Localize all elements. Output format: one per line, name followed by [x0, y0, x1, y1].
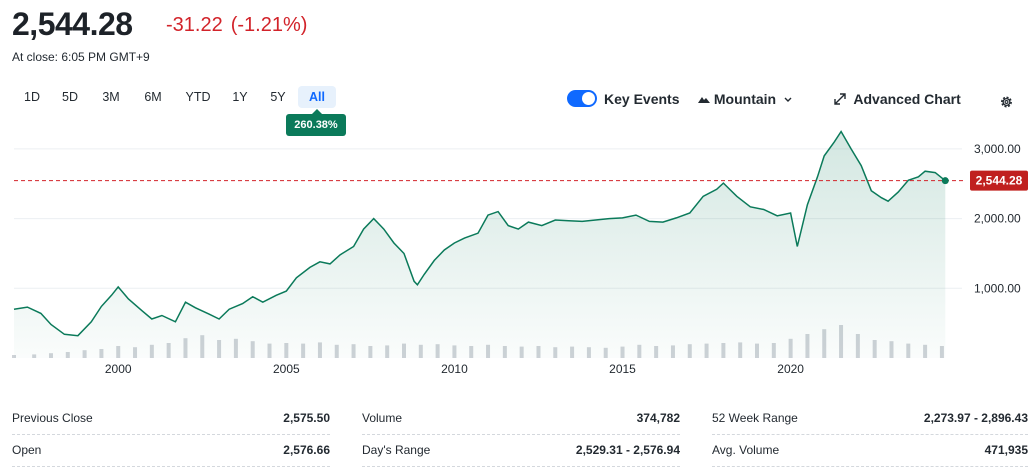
- price-area: [14, 131, 946, 358]
- price-change: -31.22 (-1.21%): [166, 14, 315, 37]
- range-ytd[interactable]: YTD: [185, 90, 211, 104]
- x-tick-label: 2020: [777, 362, 804, 376]
- advanced-chart-button[interactable]: Advanced Chart: [834, 88, 961, 110]
- x-tick-label: 2005: [273, 362, 300, 376]
- x-tick-label: 2015: [609, 362, 636, 376]
- chart-style-dropdown[interactable]: Mountain: [698, 88, 793, 110]
- stat-52-week-range: 52 Week Range 2,273.97 - 2,896.43: [712, 404, 1028, 435]
- stat-label: 52 Week Range: [712, 411, 798, 425]
- range-5y[interactable]: 5Y: [270, 90, 286, 104]
- stat-open: Open 2,576.66: [12, 436, 330, 467]
- last-price-badge: 2,544.28: [970, 170, 1028, 191]
- range-3m[interactable]: 3M: [102, 90, 120, 104]
- key-events-toggle[interactable]: [567, 90, 597, 107]
- close-time: At close: 6:05 PM GMT+9: [12, 50, 150, 64]
- stat-value: 2,273.97 - 2,896.43: [923, 411, 1028, 425]
- chevron-down-icon: [784, 97, 792, 102]
- gear-icon[interactable]: [999, 91, 1014, 113]
- last-price-badge-text: 2,544.28: [976, 174, 1023, 188]
- stat-label: Previous Close: [12, 411, 93, 425]
- x-tick-label: 2000: [105, 362, 132, 376]
- y-tick-label: 2,000.00: [974, 212, 1021, 226]
- stat-value: 2,576.66: [283, 443, 330, 457]
- range-5d[interactable]: 5D: [62, 90, 78, 104]
- change-value: -31.22: [166, 14, 223, 36]
- range-all[interactable]: All: [298, 86, 336, 108]
- range-6m[interactable]: 6M: [144, 90, 162, 104]
- stat-avg-volume: Avg. Volume 471,935: [712, 436, 1028, 467]
- stat-value: 374,782: [636, 411, 680, 425]
- range-1d[interactable]: 1D: [24, 90, 40, 104]
- stat-days-range: Day's Range 2,529.31 - 2,576.94: [362, 436, 680, 467]
- chart-style-label: Mountain: [713, 91, 777, 107]
- change-percent: (-1.21%): [230, 14, 308, 36]
- stat-value: 2,529.31 - 2,576.94: [575, 443, 680, 457]
- price-line: [13, 130, 946, 337]
- last-price-badge-bg: [970, 170, 1028, 191]
- stat-label: Day's Range: [362, 443, 431, 457]
- mountain-icon: [698, 97, 710, 103]
- stat-previous-close: Previous Close 2,575.50: [12, 404, 330, 435]
- advanced-chart-label: Advanced Chart: [853, 91, 961, 107]
- last-price-dot: [941, 177, 949, 185]
- x-tick-label: 2010: [441, 362, 468, 376]
- current-price: 2,544.28: [12, 6, 133, 42]
- y-tick-label: 1,000.00: [974, 281, 1021, 295]
- stat-value: 471,935: [984, 443, 1028, 457]
- price-chart[interactable]: 1,000.00 2,000.00 3,000.00 2000 2005 2010 2015…: [0, 128, 1034, 384]
- axis-labels: 1,000.00 2,000.00 3,000.00 2000 2005 2010 2015…: [105, 142, 1021, 376]
- stat-value: 2,575.50: [283, 411, 330, 425]
- key-events-label[interactable]: Key Events: [604, 91, 680, 107]
- stat-label: Avg. Volume: [712, 443, 780, 457]
- range-return-badge: 260.38%: [286, 109, 346, 136]
- y-tick-label: 3,000.00: [974, 142, 1021, 156]
- stat-label: Open: [12, 443, 42, 457]
- expand-icon: [834, 93, 846, 105]
- stat-volume: Volume 374,782: [362, 404, 680, 435]
- toggle-knob: [582, 92, 595, 105]
- range-1y[interactable]: 1Y: [232, 90, 248, 104]
- stat-label: Volume: [362, 411, 403, 425]
